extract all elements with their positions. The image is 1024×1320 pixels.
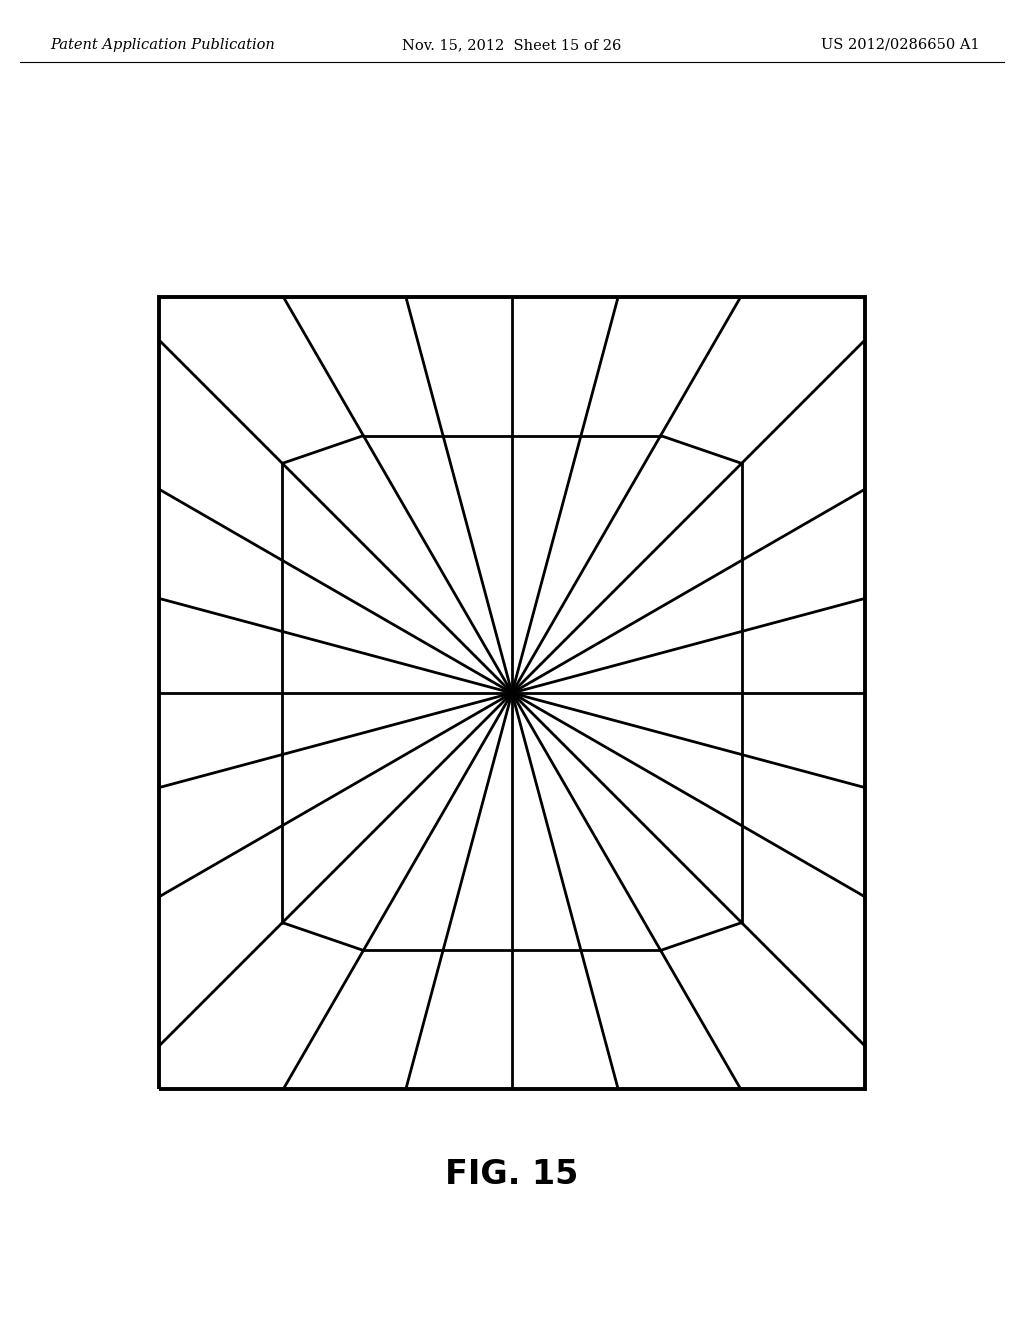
- Text: FIG. 15: FIG. 15: [445, 1159, 579, 1192]
- Text: US 2012/0286650 A1: US 2012/0286650 A1: [821, 38, 980, 51]
- Text: Nov. 15, 2012  Sheet 15 of 26: Nov. 15, 2012 Sheet 15 of 26: [402, 38, 622, 51]
- Text: Patent Application Publication: Patent Application Publication: [50, 38, 274, 51]
